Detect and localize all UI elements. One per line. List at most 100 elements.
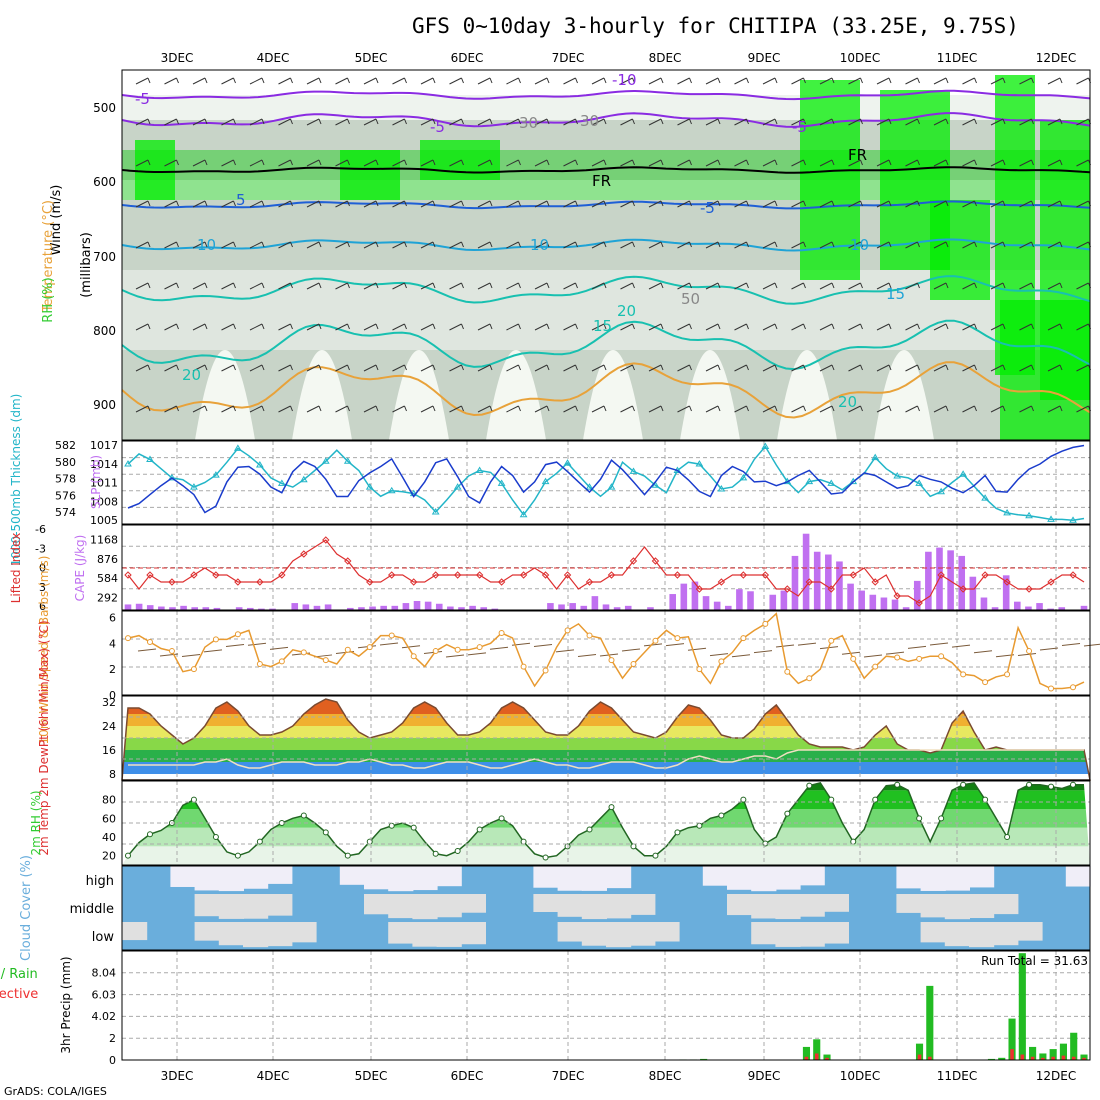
wind-barb <box>420 159 434 167</box>
wind-barb-flag <box>489 282 493 289</box>
wind-barb-flag <box>831 118 835 125</box>
wind-barb <box>848 241 861 249</box>
wind-barb <box>1047 118 1061 126</box>
wind-speed-marker <box>234 631 241 638</box>
wind-barb <box>677 118 690 126</box>
thickness-marker <box>607 483 616 490</box>
wind-barb-flag <box>689 282 692 289</box>
wind-barb <box>734 323 747 331</box>
wind-barb-flag <box>917 159 920 166</box>
wind-speed-marker <box>322 657 329 664</box>
cape-bar <box>558 604 565 610</box>
li-marker <box>1025 585 1033 593</box>
cloud-row-label: middle <box>70 902 114 917</box>
li-marker <box>409 578 418 586</box>
wind-barb-flag <box>632 241 635 248</box>
cape-tick-label: 584 <box>97 572 118 585</box>
precip-total-bar <box>1059 1043 1068 1060</box>
wind-barb-flag <box>432 118 436 125</box>
wind-barb-flag <box>860 200 863 207</box>
precip-total-bar <box>1039 1053 1047 1060</box>
wind-barb <box>249 364 263 372</box>
bottom-day-label: 12DEC <box>1036 1069 1076 1083</box>
cape-bar <box>1036 603 1043 610</box>
thickness-marker <box>761 442 770 450</box>
cape-bar <box>780 590 788 610</box>
wind-barb <box>1047 200 1061 208</box>
wind-speed-marker <box>1070 684 1077 691</box>
cape-panel-frame <box>121 524 1091 611</box>
wind-barb <box>335 159 348 167</box>
bottom-day-label: 7DEC <box>552 1069 585 1083</box>
wind-barb-flag <box>860 323 863 330</box>
precip-total-bar <box>998 1057 1006 1060</box>
li-marker <box>300 550 308 558</box>
li-marker <box>585 578 594 586</box>
wind-barb-flag <box>404 118 407 125</box>
wind-barb <box>335 77 348 85</box>
rh-color-band <box>122 782 1090 791</box>
wind-barb <box>392 77 405 85</box>
cloud-panel-frame <box>121 865 1091 951</box>
upper-air-frame <box>121 69 1091 441</box>
rh-marker <box>960 781 967 788</box>
cloud-gap <box>557 866 583 891</box>
contour-label: FR <box>848 146 867 164</box>
li-marker <box>607 571 616 579</box>
wind-barb-flag <box>432 364 436 371</box>
temp-tick-label: 8 <box>109 768 116 781</box>
surface-wind-barb <box>665 643 685 647</box>
wind-barb-flag <box>461 159 464 166</box>
wind-barb-flag <box>717 323 721 330</box>
top-day-label: 6DEC <box>451 51 484 65</box>
wind-barb <box>449 405 462 413</box>
wind-barb-flag <box>945 159 949 166</box>
thickness-axis-label: 1000-500mb Thickness (dm) <box>9 394 23 567</box>
wind-barb <box>278 118 291 126</box>
temp2m-axis-label: 2m Temp 2m DewPt (6hr Min/Max) (°C) <box>37 620 51 855</box>
wind-barb-flag <box>375 77 379 84</box>
cloud-gap <box>291 922 317 943</box>
wind-barb-flag <box>176 77 179 84</box>
wind-barb-flag <box>575 159 578 166</box>
cloud-gap <box>194 866 220 891</box>
wind-barb-flag <box>803 118 806 125</box>
wind-barb-flag <box>546 77 550 84</box>
cloud-gap <box>606 922 632 948</box>
wind-barb-flag <box>318 77 322 84</box>
contour-label: -10 <box>612 71 637 89</box>
millibars-axis-label: (millibars) <box>79 232 94 298</box>
wind-barb-flag <box>774 405 778 412</box>
rh-marker <box>850 838 857 845</box>
wind-speed-marker <box>982 679 989 686</box>
wind-barb <box>249 159 263 167</box>
wind-speed-marker <box>696 666 703 673</box>
wind-barb-flag <box>432 241 436 248</box>
wind-barb-flag <box>860 405 863 412</box>
wind-barb-flag <box>945 405 949 412</box>
wind-barb <box>506 241 519 249</box>
wind-barb <box>164 405 177 413</box>
wind-barb <box>221 405 234 413</box>
thickness-marker <box>343 457 352 464</box>
li-marker <box>629 557 638 565</box>
wind-barb-flag <box>261 364 265 371</box>
li-marker <box>893 592 901 600</box>
top-day-label: 7DEC <box>552 51 585 65</box>
cape-bar <box>802 533 810 610</box>
cape-bar <box>969 576 977 610</box>
wind-barb <box>449 200 462 208</box>
wind-barb <box>534 405 548 413</box>
wind-barb-flag <box>233 282 236 289</box>
slp-tick-label: 1017 <box>90 439 118 452</box>
upper-air-panel: -10 -5 -5 -5 FR FR 5 -5 10 10 10 15 20 15 20 20 50 30 30 <box>121 69 1091 441</box>
wind-barb-flag <box>347 405 350 412</box>
wind-barb <box>164 200 177 208</box>
wind-barb-flag <box>1031 118 1034 125</box>
wind-barb <box>164 77 177 85</box>
slp-tick-label: 1014 <box>90 458 118 471</box>
wind-barb-flag <box>518 77 521 84</box>
wind-barb <box>734 282 747 290</box>
cape-bar <box>1002 575 1010 610</box>
wind-barb-flag <box>176 364 179 371</box>
